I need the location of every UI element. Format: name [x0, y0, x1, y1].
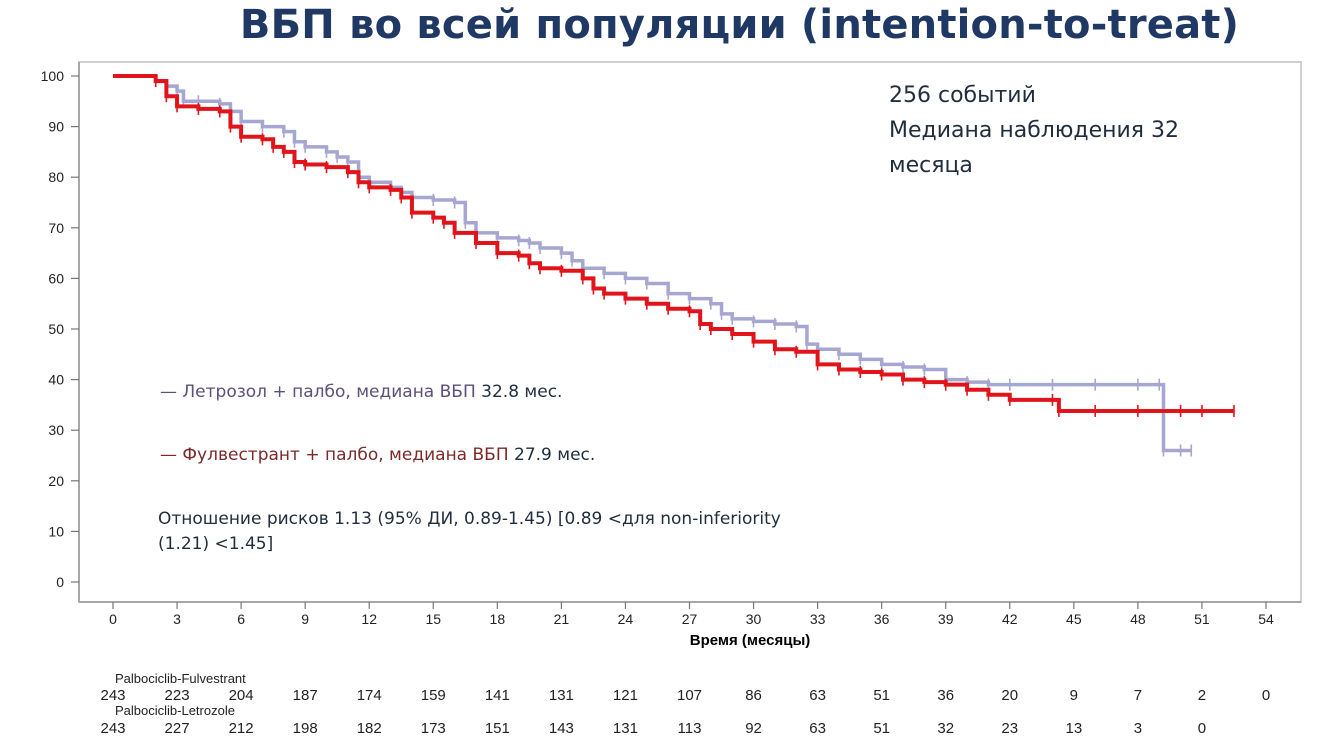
x-tick-label: 51 — [1194, 611, 1210, 627]
risk-count-fulvestrant: 131 — [549, 687, 574, 704]
risk-count-fulvestrant: 159 — [421, 687, 446, 704]
risk-count-fulvestrant: 63 — [809, 687, 826, 704]
risk-row2-label: Palbociclib-Letrozole — [115, 703, 235, 718]
risk-count-letrozole: 3 — [1134, 720, 1142, 737]
risk-count-fulvestrant: 187 — [293, 687, 318, 704]
x-tick-label: 39 — [938, 611, 954, 627]
hazard-ratio-text: Отношение рисков 1.13 (95% ДИ, 0.89-1.45… — [158, 507, 838, 557]
risk-count-fulvestrant: 174 — [357, 687, 382, 704]
y-tick-label: 10 — [48, 523, 64, 539]
risk-count-letrozole: 243 — [100, 720, 125, 737]
risk-count-fulvestrant: 243 — [100, 687, 125, 704]
risk-count-fulvestrant: 0 — [1262, 687, 1270, 704]
events-count: 256 событий — [889, 83, 1036, 108]
x-tick-label: 45 — [1066, 611, 1082, 627]
x-tick-label: 3 — [173, 611, 181, 627]
risk-count-letrozole: 0 — [1198, 720, 1206, 737]
legend-letrozole: — Летрозол + палбо, медиана ВБП 32.8 мес… — [160, 382, 562, 402]
y-tick-label: 20 — [48, 473, 64, 489]
legend-fulvestrant: — Фулвестрант + палбо, медиана ВБП 27.9 … — [160, 445, 595, 465]
risk-count-letrozole: 32 — [937, 720, 954, 737]
risk-count-fulvestrant: 20 — [1001, 687, 1018, 704]
risk-count-letrozole: 151 — [485, 720, 510, 737]
series-lines — [113, 74, 1235, 457]
risk-count-letrozole: 131 — [613, 720, 638, 737]
x-tick-label: 9 — [301, 611, 309, 627]
y-tick-label: 80 — [48, 169, 64, 185]
risk-row-letrozole: 243 227 212 198 182 173 151 143 131 113 92 63 51 32 23… — [100, 720, 1206, 737]
risk-count-letrozole: 13 — [1065, 720, 1082, 737]
risk-count-letrozole: 143 — [549, 720, 574, 737]
x-tick-label: 12 — [361, 611, 377, 627]
risk-count-letrozole: 173 — [421, 720, 446, 737]
risk-count-fulvestrant: 86 — [745, 687, 762, 704]
risk-count-letrozole: 212 — [229, 720, 254, 737]
x-tick-label: 36 — [874, 611, 890, 627]
y-ticks: 0 10 20 30 40 50 60 70 80 90 100 — [41, 68, 79, 590]
risk-count-fulvestrant: 107 — [677, 687, 702, 704]
risk-count-letrozole: 182 — [357, 720, 382, 737]
x-tick-label: 6 — [237, 611, 245, 627]
x-tick-label: 42 — [1002, 611, 1018, 627]
y-tick-label: 0 — [56, 574, 64, 590]
risk-count-letrozole: 63 — [809, 720, 826, 737]
risk-count-fulvestrant: 141 — [485, 687, 510, 704]
legend-letrozole-median: 32.8 мес. — [475, 382, 563, 402]
risk-count-letrozole: 227 — [165, 720, 190, 737]
hazard-ratio-line2: (1.21) <1.45] — [158, 534, 274, 554]
x-tick-label: 27 — [682, 611, 698, 627]
y-tick-label: 70 — [48, 220, 64, 236]
risk-count-fulvestrant: 7 — [1134, 687, 1142, 704]
risk-count-letrozole: 113 — [678, 720, 702, 737]
legend-fulvestrant-label: — Фулвестрант + палбо, медиана ВБП — [160, 445, 509, 465]
x-tick-label: 30 — [746, 611, 762, 627]
y-tick-label: 90 — [48, 119, 64, 135]
x-tick-label: 15 — [425, 611, 441, 627]
x-tick-label: 33 — [810, 611, 826, 627]
risk-row1-label: Palbociclib-Fulvestrant — [115, 671, 246, 686]
risk-count-letrozole: 92 — [745, 720, 762, 737]
legend-letrozole-label: — Летрозол + палбо, медиана ВБП — [160, 382, 476, 402]
x-tick-label: 21 — [554, 611, 570, 627]
x-ticks: 0 3 6 9 12 15 18 21 24 27 30 33 36 39 42 45 48 51 54 — [109, 602, 1274, 627]
y-tick-label: 40 — [48, 372, 64, 388]
y-tick-label: 100 — [41, 68, 65, 84]
events-info: 256 событий Медиана наблюдения 32 месяца — [889, 78, 1269, 183]
risk-count-letrozole: 23 — [1001, 720, 1018, 737]
risk-count-letrozole: 51 — [873, 720, 890, 737]
y-tick-label: 60 — [48, 270, 64, 286]
x-tick-label: 18 — [490, 611, 506, 627]
risk-count-letrozole: 198 — [293, 720, 318, 737]
x-tick-label: 48 — [1130, 611, 1146, 627]
risk-count-fulvestrant: 9 — [1070, 687, 1078, 704]
y-tick-label: 30 — [48, 422, 64, 438]
x-tick-label: 54 — [1258, 611, 1274, 627]
risk-count-fulvestrant: 121 — [613, 687, 638, 704]
legend-fulvestrant-median: 27.9 мес. — [508, 445, 596, 465]
risk-count-fulvestrant: 223 — [165, 687, 190, 704]
x-tick-label: 0 — [109, 611, 117, 627]
page-title: ВБП во всей популяции (intention-to-trea… — [239, 2, 1240, 48]
risk-count-fulvestrant: 2 — [1198, 687, 1206, 704]
median-followup-line2: месяца — [889, 153, 973, 178]
median-followup-line1: Медиана наблюдения 32 — [889, 118, 1180, 143]
x-axis-label: Время (месяцы) — [690, 632, 811, 649]
risk-count-fulvestrant: 51 — [873, 687, 890, 704]
hazard-ratio-line1: Отношение рисков 1.13 (95% ДИ, 0.89-1.45… — [158, 509, 781, 529]
x-tick-label: 24 — [618, 611, 634, 627]
risk-row-fulvestrant: 243 223 204 187 174 159 141 131 121 107 86 63 51 36 20… — [100, 687, 1270, 704]
y-tick-label: 50 — [48, 321, 64, 337]
risk-count-fulvestrant: 204 — [229, 687, 254, 704]
risk-count-fulvestrant: 36 — [937, 687, 954, 704]
